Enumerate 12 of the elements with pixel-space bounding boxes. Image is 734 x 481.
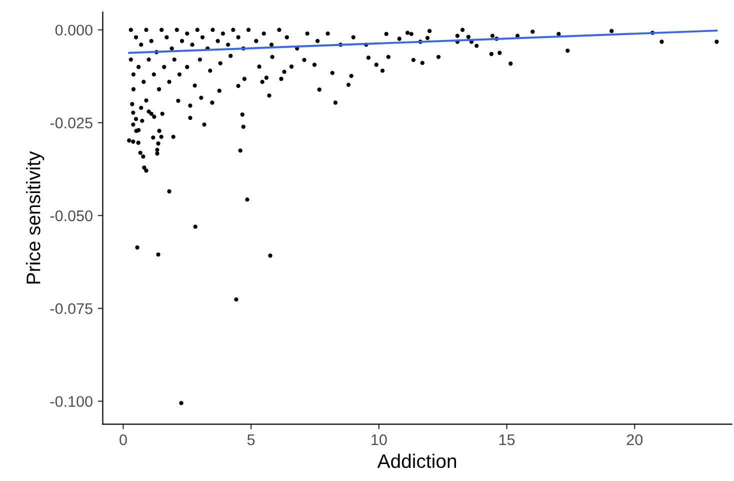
x-tick-label: 20 <box>626 434 643 446</box>
x-tick-label: 15 <box>499 434 515 446</box>
y-axis-title: Price sensitivity <box>26 151 44 284</box>
y-tick-label: 0.000 <box>55 24 92 36</box>
y-tick-label: -0.100 <box>50 396 92 407</box>
x-tick-label: 5 <box>247 434 255 446</box>
x-axis-title: Addiction <box>377 454 456 468</box>
y-tick-label: -0.075 <box>50 303 92 314</box>
x-tick-label: 0 <box>120 434 127 446</box>
x-tick-label: 10 <box>372 434 387 446</box>
y-tick-label: -0.050 <box>50 210 92 222</box>
y-tick-label: -0.025 <box>50 118 92 128</box>
